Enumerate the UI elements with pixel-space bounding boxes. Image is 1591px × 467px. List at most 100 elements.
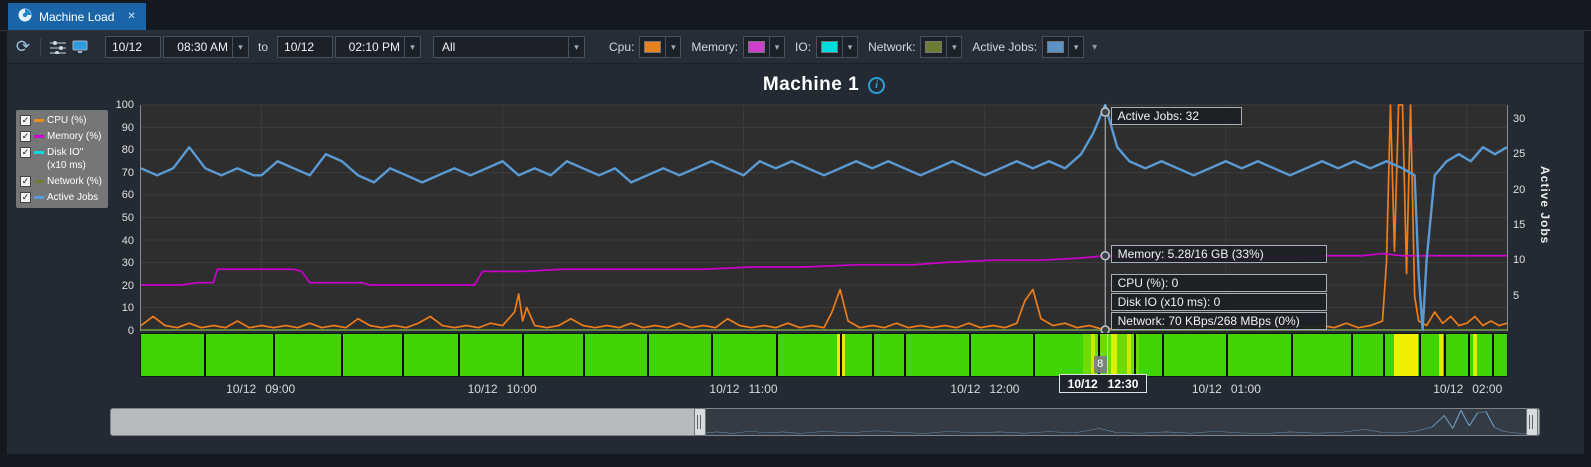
checkbox-icon[interactable] xyxy=(20,192,31,203)
band-separator xyxy=(840,334,843,376)
series-color-dropdown[interactable] xyxy=(1042,36,1085,58)
band-separator xyxy=(1226,334,1229,376)
y-axis-left-label: 0 xyxy=(127,325,134,337)
close-icon[interactable]: ✕ xyxy=(127,11,136,22)
tooltip-disk-io: Disk IO (x10 ms): 0 xyxy=(1110,293,1327,311)
band-separator xyxy=(872,334,875,376)
chevron-down-icon[interactable] xyxy=(665,37,680,57)
legend-item[interactable]: Memory (%) xyxy=(20,130,104,143)
range-selection[interactable] xyxy=(700,409,1532,435)
y-axis-left-label: 80 xyxy=(121,144,134,157)
band-separator xyxy=(522,334,525,376)
legend-item[interactable]: Active Jobs xyxy=(20,191,104,204)
crosshair-band-line xyxy=(1106,334,1108,376)
chevron-down-icon[interactable] xyxy=(842,37,857,57)
checkbox-icon[interactable] xyxy=(20,115,31,126)
band-stripe xyxy=(1472,334,1477,376)
plot-area[interactable]: Active Jobs: 32 Memory: 5.28/16 GB (33%)… xyxy=(140,103,1508,335)
checkbox-icon[interactable] xyxy=(20,176,31,187)
series-picker-label: IO: xyxy=(795,40,812,54)
series-picker-label: Memory: xyxy=(691,40,739,54)
x-axis-label-time: 11:00 xyxy=(748,382,778,396)
band-separator xyxy=(204,334,207,376)
band-stripe xyxy=(1394,334,1419,376)
chevron-down-icon[interactable] xyxy=(946,37,961,57)
from-time-input[interactable]: 08:30 AM xyxy=(163,36,249,58)
refresh-icon[interactable] xyxy=(12,36,34,58)
series-color-dropdown[interactable] xyxy=(743,36,786,58)
y-axis-right-title: Active Jobs xyxy=(1538,166,1552,245)
info-icon[interactable]: i xyxy=(868,76,886,94)
series-line-active-jobs xyxy=(140,103,1508,332)
chevron-down-icon[interactable] xyxy=(232,37,248,57)
minimap-sparkline xyxy=(700,410,1532,434)
x-axis-label-time: 12:00 xyxy=(989,382,1020,396)
checkbox-icon[interactable] xyxy=(20,147,31,158)
toolbar-overflow-icon[interactable] xyxy=(1092,42,1097,53)
band-separator xyxy=(1443,334,1446,376)
x-axis-label-date: 10/12 xyxy=(467,382,498,396)
to-date-input[interactable]: 10/12 xyxy=(277,36,334,58)
series-color-dash xyxy=(34,196,44,199)
legend-item[interactable]: CPU (%) xyxy=(20,114,104,127)
crosshair-axis-time: 12:30 xyxy=(1107,376,1139,391)
machine-filter-dropdown[interactable]: All xyxy=(433,36,586,58)
series-color-pickers: Cpu: Memory: IO: Network: Active Jobs: xyxy=(599,36,1085,58)
band-stripe xyxy=(1126,334,1131,376)
y-axis-right-label: 10 xyxy=(1513,254,1526,267)
legend-label: Disk IO" (x10 ms) xyxy=(47,146,86,172)
series-color-dropdown[interactable] xyxy=(816,36,859,58)
tab-machine-load[interactable]: Machine Load ✕ xyxy=(8,3,146,30)
checkbox-icon[interactable] xyxy=(20,131,31,142)
x-axis-label-date: 10/12 xyxy=(1191,382,1222,396)
to-date-value: 10/12 xyxy=(284,40,315,54)
range-handle-left[interactable] xyxy=(694,408,707,436)
y-axis-right-label: 25 xyxy=(1513,148,1526,161)
x-axis-label-time: 01:00 xyxy=(1230,382,1261,396)
tab-bar: Machine Load ✕ xyxy=(0,0,1591,31)
x-axis-label: 10/12 11:00 xyxy=(709,382,777,396)
series-color-dropdown[interactable] xyxy=(639,36,682,58)
machine-view-icon[interactable] xyxy=(69,36,91,58)
band-stripe xyxy=(1090,334,1095,376)
x-axis-label: 10/12 12:00 xyxy=(950,382,1019,396)
series-picker-label: Active Jobs: xyxy=(972,40,1038,54)
band-separator xyxy=(775,334,778,376)
series-color-dropdown[interactable] xyxy=(920,36,963,58)
range-scrollbar[interactable] xyxy=(110,408,1540,436)
x-axis-label: 10/12 09:00 xyxy=(226,382,295,396)
band-separator xyxy=(341,334,344,376)
band-marker: 8 xyxy=(1093,356,1107,373)
range-handle-right[interactable] xyxy=(1525,408,1538,436)
filter-settings-icon[interactable] xyxy=(47,36,69,58)
band-separator xyxy=(968,334,971,376)
chevron-down-icon[interactable] xyxy=(1068,37,1083,57)
to-label: to xyxy=(258,40,269,54)
chart-title: Machine 1 xyxy=(762,74,860,95)
color-swatch xyxy=(748,41,766,53)
series-color-dash xyxy=(34,119,44,122)
chevron-down-icon[interactable] xyxy=(404,37,420,57)
from-date-value: 10/12 xyxy=(112,40,143,54)
band-separator xyxy=(711,334,714,376)
toolbar: 10/12 08:30 AM to 10/12 02:10 PM All Cpu… xyxy=(0,31,1591,64)
color-swatch xyxy=(1047,41,1065,53)
window-frame xyxy=(0,31,7,467)
y-axis-left-label: 30 xyxy=(121,257,134,270)
legend-item[interactable]: Network (%) xyxy=(20,175,104,188)
legend-item[interactable]: Disk IO" (x10 ms) xyxy=(20,146,104,172)
y-axis-left-label: 20 xyxy=(121,279,134,292)
y-axis-right-label: 30 xyxy=(1513,113,1526,126)
tooltip-memory: Memory: 5.28/16 GB (33%) xyxy=(1110,245,1327,263)
chevron-down-icon[interactable] xyxy=(769,37,784,57)
chevron-down-icon[interactable] xyxy=(568,37,584,57)
band-separator xyxy=(272,334,275,376)
x-axis-label-date: 10/12 xyxy=(709,382,740,396)
y-axis-left-label: 60 xyxy=(121,189,134,202)
to-time-input[interactable]: 02:10 PM xyxy=(335,36,422,58)
from-date-input[interactable]: 10/12 xyxy=(105,36,161,58)
band-separator xyxy=(401,334,404,376)
band-stripe xyxy=(1110,334,1117,376)
crosshair-marker xyxy=(1100,107,1110,117)
color-swatch xyxy=(644,41,662,53)
